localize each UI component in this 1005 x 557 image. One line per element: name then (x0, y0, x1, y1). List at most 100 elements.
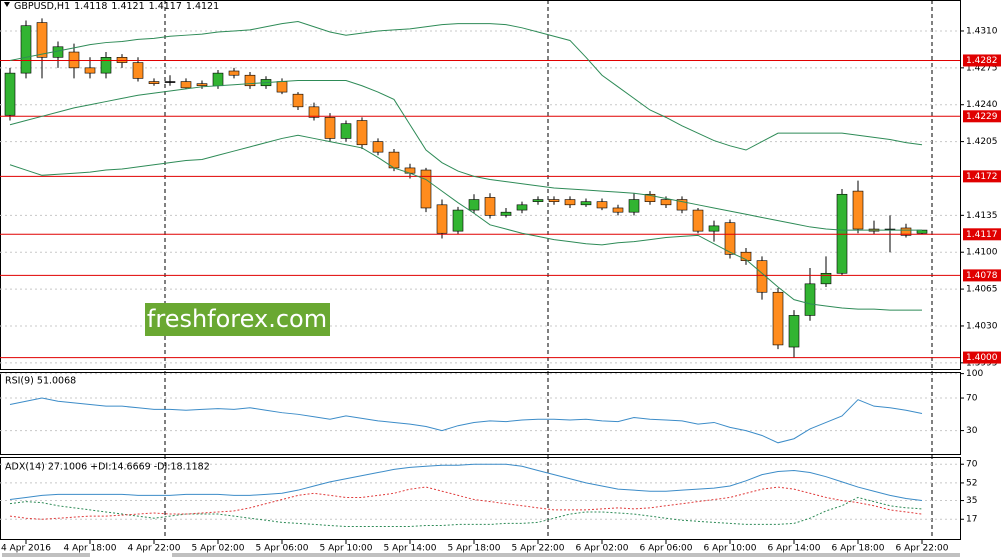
candle-body (164, 81, 176, 83)
series-line (9, 463, 923, 502)
adx-panel-frame (0, 457, 961, 540)
candle-body (820, 272, 832, 285)
candle-body (68, 51, 80, 69)
candle-body (500, 211, 512, 216)
x-tick-label: 6 Apr 14:00 (768, 544, 821, 554)
y-tick-label: 1.4310 (966, 26, 998, 36)
level-label: 1.4078 (966, 271, 998, 281)
candle-body (628, 199, 640, 213)
candle-body (436, 204, 448, 234)
y-tick-label: 1.4135 (966, 211, 998, 221)
candle-body (900, 227, 912, 236)
candle-body (228, 70, 240, 76)
series-line (9, 20, 923, 151)
x-tick-label: 4 Apr 18:00 (64, 544, 117, 554)
x-tick-label: 4 Apr 22:00 (128, 544, 181, 554)
y-tick-label: 1.4065 (966, 285, 998, 295)
candle-body (708, 225, 720, 232)
y-tick-label: 70 (966, 394, 978, 404)
y-tick-label: 1.4275 (966, 63, 998, 73)
menu-icon (4, 2, 10, 7)
candle-body (772, 291, 784, 346)
candle-body (116, 57, 128, 63)
candle-body (612, 207, 624, 213)
x-tick-label: 5 Apr 02:00 (192, 544, 245, 554)
candle-body (644, 193, 656, 202)
candle-body (324, 117, 336, 139)
y-tick-label: 35 (966, 496, 977, 506)
level-label-bg (963, 269, 1001, 282)
candle-body (452, 209, 464, 232)
candle-body (20, 25, 32, 74)
watermark-bg (145, 303, 330, 336)
y-tick-label: 100 (966, 369, 983, 379)
level-label: 1.4000 (966, 353, 998, 363)
level-label: 1.4282 (966, 56, 998, 66)
candle-body (244, 74, 256, 87)
y-tick-label: 1.4240 (966, 100, 998, 110)
candle-body (276, 81, 288, 93)
candle-body (132, 62, 144, 79)
y-tick-label: 1.4030 (966, 321, 998, 331)
candle-body (596, 201, 608, 209)
chart-title: GBPUSD,H1 1.4118 1.4121 1.4117 1.4121 (14, 1, 219, 12)
candle-body (788, 315, 800, 348)
candle-body (852, 190, 864, 230)
symbol: GBPUSD,H1 (14, 1, 70, 12)
ohlc-value: 1.4118 (74, 1, 107, 12)
x-tick-label: 5 Apr 14:00 (384, 544, 437, 554)
x-tick-label: 5 Apr 18:00 (448, 544, 501, 554)
series-line (9, 79, 922, 231)
candle-body (660, 199, 672, 206)
level-label-bg (963, 351, 1001, 364)
rsi-panel-frame (0, 372, 961, 455)
candle-body (468, 199, 480, 211)
x-tick-label: 5 Apr 22:00 (512, 544, 565, 554)
candle-body (84, 67, 96, 74)
ohlc-value: 1.4121 (186, 1, 219, 12)
candle-body (36, 22, 48, 58)
candle-body (4, 72, 16, 116)
candle-body (372, 141, 384, 153)
y-tick-label: 52 (966, 478, 977, 488)
candle-body (804, 283, 816, 316)
candle-body (740, 251, 752, 261)
x-tick-label: 6 Apr 06:00 (640, 544, 693, 554)
scroll-hint (172, 553, 960, 557)
series-line (9, 496, 923, 528)
candle-body (292, 93, 304, 108)
candle-body (148, 81, 160, 84)
y-tick-label: 1.4100 (966, 248, 998, 258)
level-label-bg (963, 110, 1001, 123)
candle-body (356, 120, 368, 146)
candle-body (420, 169, 432, 209)
level-label: 1.4172 (966, 172, 998, 182)
y-tick-label: 17 (966, 515, 977, 525)
candle-body (516, 204, 528, 211)
level-label: 1.4229 (966, 112, 998, 122)
candle-body (532, 199, 544, 202)
candle-body (676, 199, 688, 211)
candle-body (836, 193, 848, 274)
candle-body (180, 81, 192, 89)
day-separators (164, 0, 933, 540)
x-tick-label: 6 Apr 02:00 (576, 544, 629, 554)
candle-body (724, 222, 736, 255)
candle-body (212, 72, 224, 87)
x-tick-label: 6 Apr 18:00 (832, 544, 885, 554)
level-label-bg (963, 228, 1001, 241)
series-line (9, 397, 923, 444)
ohlc-value: 1.4117 (149, 1, 182, 12)
candle-body (484, 197, 496, 216)
level-label-bg (963, 170, 1001, 183)
series-line (9, 134, 922, 311)
y-tick-label: 1.4205 (966, 137, 998, 147)
candle-body (756, 260, 768, 293)
ohlc-value: 1.4121 (111, 1, 144, 12)
indicator-title: RSI(9) 51.0068 (5, 376, 76, 387)
y-tick-label: 70 (966, 460, 978, 470)
x-tick-label: 4 Apr 2016 (1, 544, 51, 554)
y-tick-label: 30 (966, 426, 978, 436)
candle-body (548, 199, 560, 202)
